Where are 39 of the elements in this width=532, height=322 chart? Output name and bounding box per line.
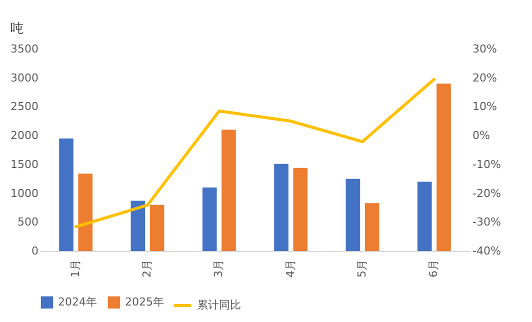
bar bbox=[202, 188, 217, 251]
y2-tick-label: 10% bbox=[472, 100, 497, 114]
y2-tick-label: -10% bbox=[472, 158, 501, 171]
bar bbox=[436, 84, 451, 251]
y-tick-label: 1000 bbox=[10, 186, 38, 200]
x-tick-label: 6月 bbox=[427, 260, 440, 278]
y-axis-title: 吨 bbox=[10, 22, 24, 36]
x-tick-label: 3月 bbox=[212, 260, 226, 278]
y2-tick-label: 0% bbox=[472, 129, 490, 142]
y2-tick-label: 30% bbox=[472, 42, 497, 56]
y2-tick-label: -30% bbox=[472, 216, 501, 229]
y-tick-label: 1500 bbox=[10, 158, 38, 171]
legend-label: 2024年 bbox=[58, 295, 97, 308]
y2-tick-label: -20% bbox=[472, 186, 501, 200]
bar bbox=[417, 182, 432, 251]
y2-tick-label: -40% bbox=[472, 244, 501, 258]
y2-tick-label: 20% bbox=[472, 71, 497, 84]
line-series bbox=[74, 78, 436, 228]
bar bbox=[364, 203, 380, 251]
bar bbox=[293, 168, 308, 251]
bar bbox=[130, 200, 146, 251]
bar bbox=[150, 204, 164, 251]
y-tick-label: 2500 bbox=[10, 100, 38, 114]
x-tick-label: 4月 bbox=[284, 260, 297, 278]
bar bbox=[59, 138, 74, 251]
bar bbox=[346, 178, 360, 251]
y-tick-label: 3500 bbox=[10, 42, 38, 56]
y-tick-label: 3000 bbox=[10, 71, 38, 84]
x-tick-label: 2月 bbox=[140, 260, 154, 278]
bar bbox=[274, 164, 288, 251]
x-tick-label: 1月 bbox=[68, 260, 82, 278]
bar bbox=[222, 130, 236, 251]
y-tick-label: 500 bbox=[18, 216, 38, 229]
bar bbox=[78, 174, 93, 251]
x-tick-label: 5月 bbox=[356, 260, 368, 278]
y-tick-label: 0 bbox=[32, 244, 38, 258]
legend-label: 累计同比 bbox=[197, 298, 241, 312]
y-tick-label: 2000 bbox=[10, 129, 38, 142]
legend-label: 2025年 bbox=[125, 295, 164, 308]
